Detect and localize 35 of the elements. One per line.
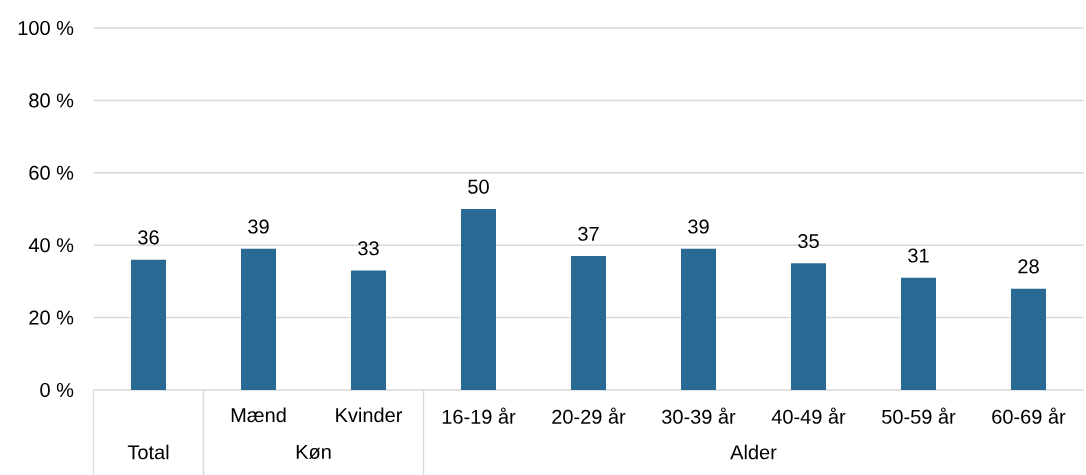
bar (901, 277, 936, 390)
x-tick-label: 40-49 år (771, 407, 846, 424)
text: Alder (730, 444, 777, 460)
data-label: 33 (358, 241, 379, 256)
text: Total (127, 444, 169, 460)
text: Køn (296, 444, 331, 460)
x-tick-label: Mænd (231, 407, 286, 423)
data-label: 39 (688, 219, 709, 234)
x-tick-label: 16-19 år (442, 407, 516, 424)
data-label: 28 (1018, 259, 1039, 274)
x-tick-label: 50-59 år (882, 407, 956, 424)
x-tick-label: 20-29 år (552, 407, 626, 424)
x-tick-label: Kvinder (336, 407, 403, 423)
y-tick-label: 40 % (28, 238, 74, 253)
x-tick-label: 60-69 år (992, 407, 1066, 424)
data-label: 39 (248, 219, 269, 234)
bar (571, 256, 606, 390)
data-label: 31 (908, 248, 929, 263)
bar (791, 263, 826, 390)
y-tick-label: 20 % (29, 310, 74, 325)
data-label: 36 (138, 230, 159, 245)
bar (241, 248, 276, 390)
data-label: 37 (578, 226, 599, 241)
bar (681, 248, 716, 390)
y-tick-label: 60 % (29, 165, 74, 180)
bar (131, 259, 166, 390)
bar (351, 270, 386, 390)
data-label: 50 (468, 179, 489, 194)
x-tick-label: 30-39 år (662, 407, 736, 424)
y-tick-label: 80 % (29, 93, 74, 108)
data-label: 35 (798, 233, 819, 249)
bar (1011, 288, 1046, 390)
y-tick-label: 100 % (18, 20, 74, 36)
bar (461, 209, 496, 390)
y-tick-label: 0 % (40, 382, 74, 398)
